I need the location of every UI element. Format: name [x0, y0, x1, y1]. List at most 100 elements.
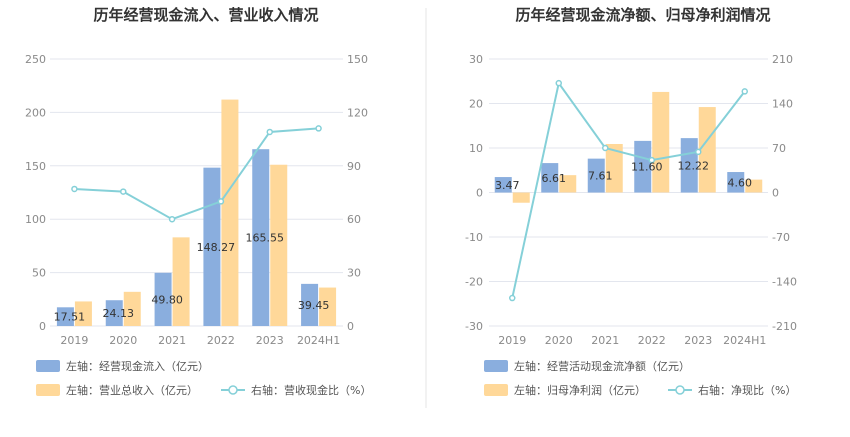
- left-axis-tick-label: 100: [25, 213, 46, 226]
- right-axis-tick-label: 90: [347, 160, 361, 173]
- right-axis-tick-label: 30: [347, 267, 361, 280]
- left-axis-tick-label: 30: [469, 53, 483, 66]
- line-point: [315, 125, 322, 132]
- bar-primary: [301, 283, 319, 326]
- bar-secondary: [172, 237, 190, 326]
- x-axis-tick-label: 2021: [158, 334, 186, 347]
- legend-label: 左轴：经营活动现金流净额（亿元）: [514, 359, 690, 373]
- chart-cash-inflow-revenue: 历年经营现金流入、营业收入情况 0 50 100 150 200 250 0 30 60 90 120…: [25, 6, 371, 397]
- legend-label: 左轴：归母净利润（亿元）: [514, 383, 646, 397]
- bar-data-label: 49.80: [151, 293, 183, 306]
- bar-primary: [105, 300, 123, 326]
- right-axis-tick-label: -140: [772, 276, 797, 289]
- x-axis-tick-label: 2019: [60, 334, 88, 347]
- left-axis-tick-label: 200: [25, 106, 46, 119]
- bar-primary: [154, 272, 172, 326]
- x-axis-tick-label: 2024H1: [297, 334, 340, 347]
- legend-swatch: [36, 360, 60, 372]
- x-axis-tick-label: 2020: [545, 334, 573, 347]
- bar-data-label: 4.60: [728, 176, 753, 189]
- left-axis-tick-label: -10: [465, 231, 483, 244]
- legend-label: 左轴：经营现金流入（亿元）: [66, 359, 209, 373]
- bar-primary: [727, 172, 745, 193]
- right-axis-tick-label: -210: [772, 320, 797, 333]
- bar-secondary: [559, 175, 577, 193]
- x-axis-tick-label: 2023: [256, 334, 284, 347]
- bar-data-label: 3.47: [495, 179, 520, 192]
- right-axis-tick-label: 140: [772, 98, 793, 111]
- legend-label: 右轴：净现比（%）: [698, 383, 796, 397]
- line-point: [217, 198, 225, 205]
- series-line: [74, 127, 319, 221]
- bar-data-label: 11.60: [631, 161, 663, 174]
- bar-data-label: 24.13: [103, 307, 135, 320]
- bar-secondary: [652, 91, 670, 193]
- right-axis-tick-label: 0: [347, 320, 354, 333]
- chart-net-cashflow-profit: 历年经营现金流净额、归母净利润情况 -30 -20 -10 0 10 20 30 -210 -14…: [465, 6, 797, 397]
- bar-primary: [56, 307, 74, 326]
- left-axis-tick-label: 150: [25, 160, 46, 173]
- bar-secondary: [221, 99, 239, 326]
- bar-primary: [587, 158, 605, 193]
- right-axis-tick-label: 70: [772, 142, 786, 155]
- bar-primary: [252, 149, 270, 326]
- line-point: [741, 88, 748, 95]
- x-axis-tick-label: 2021: [591, 334, 619, 347]
- x-axis-tick-label: 2022: [207, 334, 235, 347]
- left-axis-tick-label: 50: [32, 267, 46, 280]
- legend-swatch: [484, 360, 508, 372]
- bar-secondary: [698, 107, 716, 193]
- legend-swatch: [36, 384, 60, 396]
- legend-marker: [675, 385, 685, 395]
- bar-secondary: [319, 287, 337, 326]
- x-axis-tick-label: 2020: [109, 334, 137, 347]
- right-axis-tick-label: 0: [772, 187, 779, 200]
- line-point: [509, 294, 516, 302]
- bar-secondary: [123, 291, 141, 326]
- left-axis-tick-label: 0: [476, 187, 483, 200]
- bar-data-label: 7.61: [588, 170, 613, 183]
- series-line: [511, 80, 746, 299]
- bar-data-label: 165.55: [246, 232, 285, 245]
- chart-title: 历年经营现金流入、营业收入情况: [93, 6, 318, 24]
- line-point: [602, 144, 609, 152]
- legend-marker: [228, 385, 238, 395]
- left-axis-tick-label: -20: [465, 276, 483, 289]
- bar-data-label: 17.51: [54, 311, 86, 324]
- bar-data-label: 12.22: [678, 159, 710, 172]
- bar-primary: [634, 140, 652, 193]
- x-axis-tick-label: 2022: [638, 334, 666, 347]
- line-point: [266, 128, 273, 136]
- line-point: [168, 215, 176, 223]
- line-point: [648, 156, 655, 164]
- legend-label: 右轴：营收现金比（%）: [251, 383, 371, 397]
- right-axis-tick-label: 120: [347, 106, 368, 119]
- line-point: [120, 188, 127, 195]
- right-axis-tick-label: -70: [772, 231, 790, 244]
- bar-secondary: [512, 192, 530, 203]
- left-axis-tick-label: 0: [39, 320, 46, 333]
- right-axis-tick-label: 60: [347, 213, 361, 226]
- bar-secondary: [605, 143, 623, 193]
- bar-secondary: [745, 179, 763, 193]
- legend-label: 左轴：营业总收入（亿元）: [66, 383, 198, 397]
- right-axis-tick-label: 210: [772, 53, 793, 66]
- left-axis-tick-label: 10: [469, 142, 483, 155]
- bar-secondary: [74, 301, 92, 326]
- x-axis-tick-label: 2024H1: [723, 334, 766, 347]
- line-point: [71, 185, 78, 193]
- bar-data-label: 148.27: [197, 241, 236, 254]
- bar-data-label: 6.61: [542, 172, 567, 185]
- x-axis-tick-label: 2019: [498, 334, 526, 347]
- x-axis-tick-label: 2023: [684, 334, 712, 347]
- left-axis-tick-label: -30: [465, 320, 483, 333]
- line-point: [555, 79, 562, 87]
- chart-title: 历年经营现金流净额、归母净利润情况: [515, 6, 770, 24]
- line-point: [695, 148, 702, 156]
- bar-primary: [494, 177, 512, 193]
- bar-secondary: [270, 164, 288, 326]
- left-axis-tick-label: 20: [469, 98, 483, 111]
- legend-swatch: [484, 384, 508, 396]
- bar-primary: [541, 163, 559, 193]
